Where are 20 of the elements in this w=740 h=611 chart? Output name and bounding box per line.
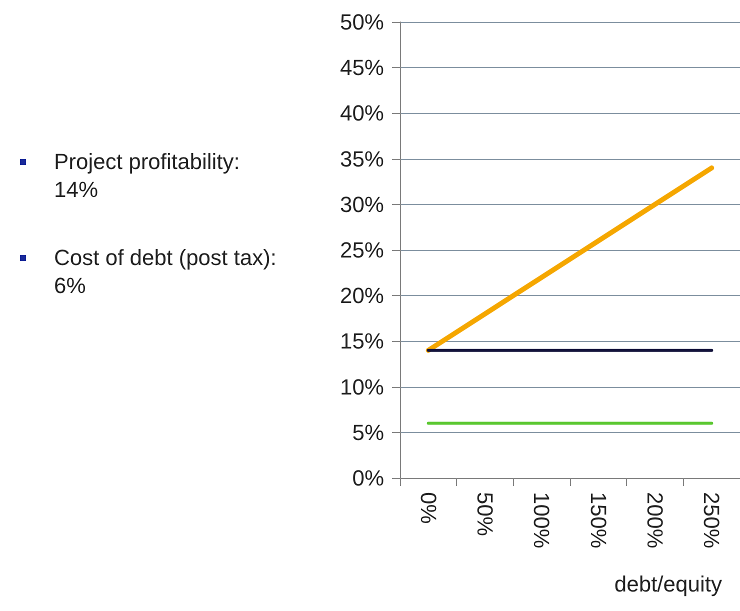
text: Project profitability: 14% (54, 149, 240, 202)
x-tick-label: 50% (472, 492, 498, 536)
x-tick-label: 0% (416, 492, 441, 524)
y-tick-label: 20% (340, 283, 384, 308)
y-tick-label: 45% (340, 55, 384, 80)
text: Cost of debt (post tax): 6% (54, 245, 277, 298)
x-tick-label: 250% (699, 492, 724, 548)
x-tick-label: 200% (642, 492, 668, 548)
y-tick-label: 30% (340, 192, 384, 217)
x-axis-title: debt/equity (614, 572, 722, 596)
y-tick-label: 50% (340, 10, 384, 34)
y-tick-label: 25% (340, 238, 384, 262)
y-tick-label: 15% (340, 328, 384, 354)
y-tick-label: 35% (340, 146, 384, 172)
y-tick-label: 40% (340, 100, 384, 126)
y-tick-label: 0% (352, 466, 384, 490)
x-tick-label: 100% (529, 492, 554, 548)
y-tick-label: 10% (340, 374, 384, 400)
x-tick-label: 150% (586, 492, 611, 548)
y-tick-label: 5% (352, 420, 384, 445)
